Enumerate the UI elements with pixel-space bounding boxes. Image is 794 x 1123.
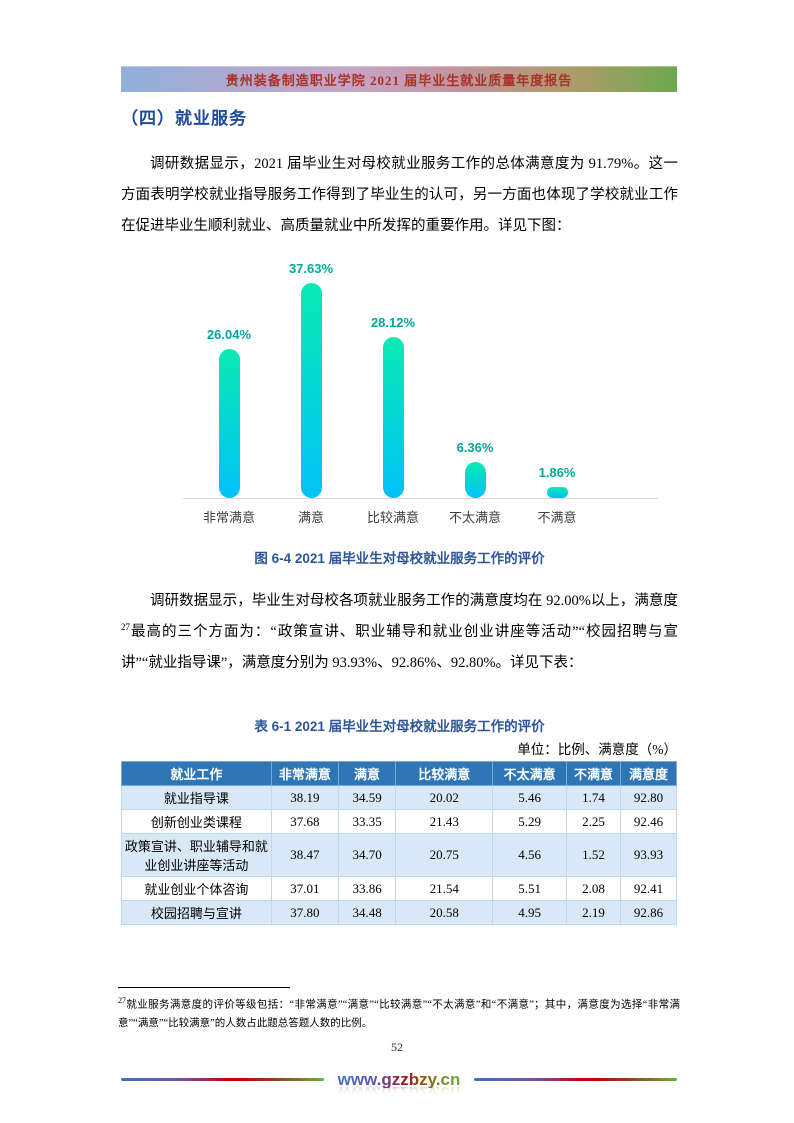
chart-bar-5 [546, 487, 568, 498]
table-cell-r4-c1: 就业创业个体咨询 [121, 876, 272, 901]
table-cell-r2-c5: 5.29 [492, 809, 568, 834]
table-header-cell-7: 满意度 [619, 761, 678, 786]
bar-value-label-5: 1.86% [538, 465, 576, 481]
table-cell-r1-c1: 就业指导课 [121, 785, 272, 810]
paragraph-2-text-cont: 最高的三个方面为：“政策宣讲、职业辅导和就业创业讲座等活动”“校园招聘与宣讲”“… [121, 624, 678, 671]
table-cell-r2-c1: 创新创业类课程 [121, 809, 272, 834]
table-cell-r4-c6: 2.08 [566, 876, 621, 901]
table-caption: 表 6-1 2021 届毕业生对母校就业服务工作的评价 [254, 719, 545, 734]
footer-rule-left [121, 1078, 324, 1081]
footnote-text: 27就业服务满意度的评价等级包括：“非常满意”“满意”“比较满意”“不太满意”和… [118, 992, 680, 1033]
footnote-body: 就业服务满意度的评价等级包括：“非常满意”“满意”“比较满意”“不太满意”和“不… [118, 999, 680, 1029]
footnote-number: 27 [118, 996, 126, 1005]
page-footer: www.gzzbzy.cn www.gzzbzy.cn [121, 1070, 678, 1102]
table-cell-r2-c6: 2.25 [566, 809, 621, 834]
paragraph-1: 调研数据显示，2021 届毕业生对母校就业服务工作的总体满意度为 91.79%。… [121, 156, 678, 234]
footer-rule-right [474, 1078, 678, 1081]
table-header-cell-1: 就业工作 [121, 761, 272, 786]
table-cell-r2-c7: 92.46 [619, 809, 678, 834]
chart-plot-area: 26.04% 非常满意 37.63% 满意 28.12% 比较满意 6.36% 不太满意 1.8… [183, 260, 658, 525]
paragraph-2: 调研数据显示，毕业生对母校各项就业服务工作的满意度均在 92.00%以上，满意度… [121, 586, 678, 679]
table-row-3: 政策宣讲、职业辅导和就业创业讲座等活动 38.47 34.70 20.75 4.56 1.… [121, 833, 678, 877]
table-cell-r3-c1: 政策宣讲、职业辅导和就业创业讲座等活动 [121, 833, 272, 877]
table-cell-r1-c2: 38.19 [270, 785, 339, 810]
bar-category-label-5: 不满意 [537, 510, 577, 525]
table-cell-r1-c4: 20.02 [395, 785, 494, 810]
table-header-cell-2: 非常满意 [270, 761, 339, 786]
table-cell-r5-c7: 92.86 [619, 900, 678, 925]
footnote-separator [118, 987, 290, 988]
chart-bar-1 [218, 349, 240, 498]
figure-caption: 图 6-4 2021 届毕业生对母校就业服务工作的评价 [254, 551, 545, 566]
table-cell-r4-c5: 5.51 [492, 876, 568, 901]
table-cell-r3-c2: 38.47 [270, 833, 339, 877]
site-url-wrap: www.gzzbzy.cn www.gzzbzy.cn [337, 1070, 461, 1102]
chart-bar-2 [300, 283, 322, 498]
table-row-1: 就业指导课 38.19 34.59 20.02 5.46 1.74 92.80 [121, 785, 678, 810]
section-heading: （四）就业服务 [121, 109, 247, 128]
bar-value-label-4: 6.36% [456, 439, 494, 455]
bar-category-label-2: 满意 [297, 510, 325, 525]
satisfaction-table: 就业工作 非常满意 满意 比较满意 不太满意 不满意 满意度 就业指导课 38.19 34.59 2… [121, 761, 678, 925]
table-cell-r4-c2: 37.01 [270, 876, 339, 901]
site-url: www.gzzbzy.cn [337, 1070, 461, 1089]
table-cell-r4-c3: 33.86 [337, 876, 397, 901]
page-number: 52 [391, 1040, 403, 1054]
table-cell-r5-c3: 34.48 [337, 900, 397, 925]
footnote-reference: 27 [121, 622, 130, 633]
table-cell-r3-c7: 93.93 [619, 833, 678, 877]
unit-note: 单位：比例、满意度（%） [517, 742, 677, 757]
table-header-cell-4: 比较满意 [395, 761, 494, 786]
table-cell-r1-c7: 92.80 [619, 785, 678, 810]
table-header-row: 就业工作 非常满意 满意 比较满意 不太满意 不满意 满意度 [121, 761, 678, 786]
chart-bar-3 [382, 337, 404, 498]
chart-bar-4 [464, 461, 486, 498]
table-cell-r1-c5: 5.46 [492, 785, 568, 810]
table-cell-r4-c7: 92.41 [619, 876, 678, 901]
table-cell-r3-c5: 4.56 [492, 833, 568, 877]
table-cell-r2-c2: 37.68 [270, 809, 339, 834]
table-cell-r5-c5: 4.95 [492, 900, 568, 925]
report-title: 贵州装备制造职业学院 2021 届毕业生就业质量年度报告 [225, 72, 573, 88]
table-cell-r5-c6: 2.19 [566, 900, 621, 925]
table-cell-r2-c4: 21.43 [395, 809, 494, 834]
bar-category-label-3: 比较满意 [366, 510, 420, 525]
table-header-cell-5: 不太满意 [492, 761, 568, 786]
bar-value-label-1: 26.04% [206, 327, 252, 343]
table-row-5: 校园招聘与宣讲 37.80 34.48 20.58 4.95 2.19 92.86 [121, 900, 678, 925]
table-cell-r5-c1: 校园招聘与宣讲 [121, 900, 272, 925]
table-cell-r1-c6: 1.74 [566, 785, 621, 810]
table-row-2: 创新创业类课程 37.68 33.35 21.43 5.29 2.25 92.46 [121, 809, 678, 834]
table-cell-r3-c6: 1.52 [566, 833, 621, 877]
table-header-cell-6: 不满意 [566, 761, 621, 786]
table-cell-r1-c3: 34.59 [337, 785, 397, 810]
table-cell-r4-c4: 21.54 [395, 876, 494, 901]
table-cell-r2-c3: 33.35 [337, 809, 397, 834]
table-row-4: 就业创业个体咨询 37.01 33.86 21.54 5.51 2.08 92.41 [121, 876, 678, 901]
table-cell-r5-c2: 37.80 [270, 900, 339, 925]
bar-category-label-1: 非常满意 [202, 510, 256, 525]
bar-chart: 26.04% 非常满意 37.63% 满意 28.12% 比较满意 6.36% 不太满意 1.8… [121, 260, 678, 530]
paragraph-2-text: 调研数据显示，毕业生对母校各项就业服务工作的满意度均在 92.00%以上，满意度 [150, 593, 678, 609]
table-cell-r3-c3: 34.70 [337, 833, 397, 877]
table-cell-r3-c4: 20.75 [395, 833, 494, 877]
bar-value-label-3: 28.12% [370, 315, 416, 331]
bar-value-label-2: 37.63% [288, 261, 334, 276]
table-header-cell-3: 满意 [337, 761, 397, 786]
table-cell-r5-c4: 20.58 [395, 900, 494, 925]
bar-category-label-4: 不太满意 [448, 510, 502, 525]
page-header-bar: 贵州装备制造职业学院 2021 届毕业生就业质量年度报告 [121, 66, 677, 92]
